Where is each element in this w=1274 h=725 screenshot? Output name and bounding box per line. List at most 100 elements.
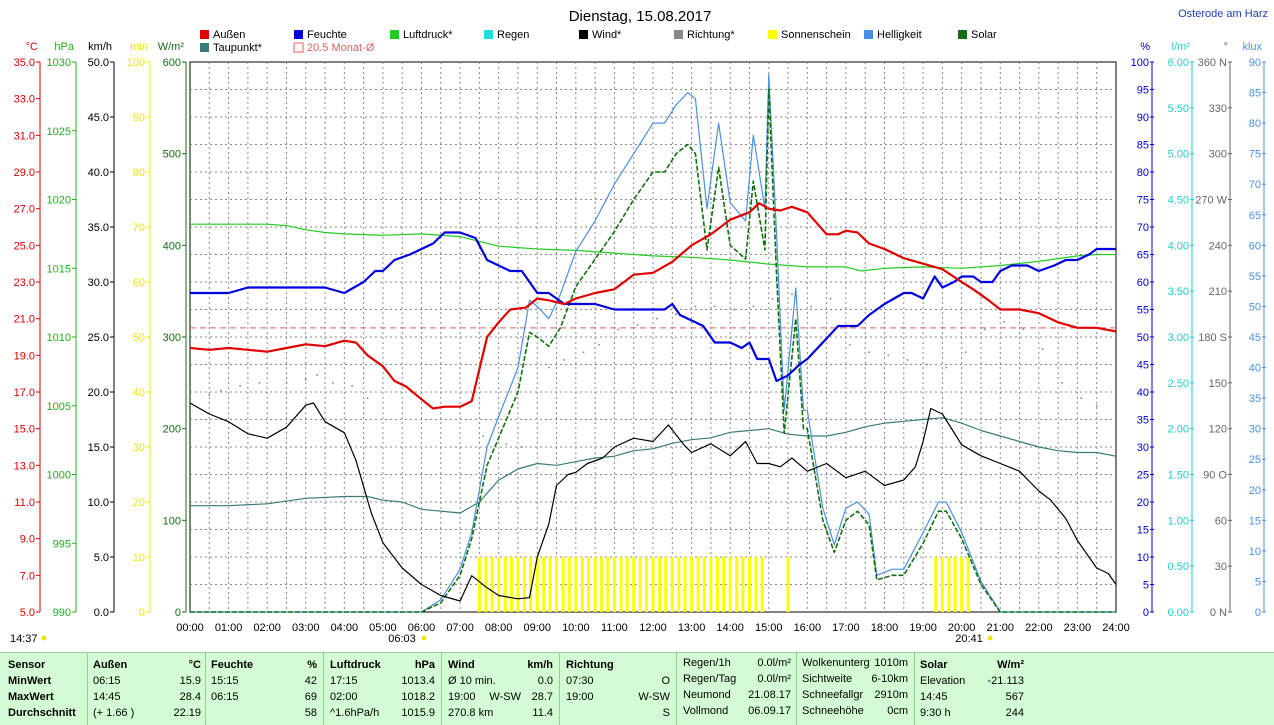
direction-point [563,359,566,361]
sunshine-bar [658,557,662,612]
stats-solar-header: Solar [920,659,948,671]
stats-value: 244 [1005,707,1024,719]
axis-tick-label: 17.0 [14,387,35,399]
axis-tick-label: 1010 [47,332,71,344]
direction-point [636,323,639,326]
direction-point [868,351,870,354]
axis-tick-label: 45.0 [88,112,109,124]
sunshine-bar [587,557,591,612]
direction-point [964,351,967,354]
stats-time: Ø 10 min. [448,675,496,687]
direction-point [656,317,658,320]
axis-tick-label: 90 [1137,112,1149,124]
axis-tick-label: 35 [1137,415,1149,427]
sunshine-bar [477,557,481,612]
location-label[interactable]: Osterode am Harz [1178,8,1268,20]
direction-dots [208,293,1098,448]
weather-chart: °C 35.0 33.0 31.0 29.0 27.0 25.0 23.0 21.0 19.0 17… [10,8,1268,645]
sunshine-bar [561,557,565,612]
sunshine-bar [709,557,713,612]
legend-swatch [293,42,304,53]
sunset-marker [987,635,993,641]
axis-tick-label: 120 [1209,424,1227,436]
direction-point [598,343,600,346]
legend-label: Richtung* [687,29,735,41]
axis-tick-label: 15 [1249,515,1261,527]
direction-point [887,354,890,357]
sunshine-bar [529,557,533,612]
direction-point [617,328,620,331]
sunshine-bar [555,557,559,612]
axis-tick-label: 85 [1249,88,1261,100]
stats-sensor-col: Sensor MinWert MaxWert Durchschnitt [8,657,83,721]
cursor-time-label: 14:37 [10,633,38,645]
axis-tick-label: 60 [1249,240,1261,252]
stats-luftdruck-col: Luftdruck hPa 17:15 1013.4 02:00 1018.2 ^1.… [330,657,435,721]
stats-value: 1018.2 [401,691,435,703]
axis-tick-label: 1.00 [1168,515,1189,527]
stats-value: 0.0l/m² [757,657,791,669]
axis-tick-label: 55 [1249,271,1261,283]
sunshine-bar [612,557,616,612]
axis-tick-label: 20 [1137,497,1149,509]
axis-unit-left: W/m² [158,41,185,53]
chart-series [189,73,1117,613]
stats-row-label: Durchschnitt [8,707,76,719]
direction-point [239,385,241,387]
axis-tick-label: 5.50 [1168,103,1189,115]
cursor-marker [41,635,47,641]
axis-tick-label: 40 [133,387,145,399]
sunshine-bar [735,557,739,612]
axis-tick-label: 75 [1249,149,1261,161]
sunshine-bar [715,557,719,612]
time-tick-label: 05:00 [369,622,397,634]
sunshine-bar [644,557,648,612]
direction-point [675,313,677,315]
axis-tick-label: 95 [1137,85,1149,97]
axis-tick-label: 995 [53,538,71,550]
axis-tick-label: 60 [133,277,145,289]
axis-tick-label: 400 [163,240,181,252]
axis-tick-label: 50 [1249,301,1261,313]
stats-time: 14:45 [93,691,121,703]
axis-tick-label: 25 [1249,454,1261,466]
axis-tick-label: 4.00 [1168,240,1189,252]
axis-tick-label: 90 O [1203,470,1227,482]
direction-point [548,366,550,369]
stats-label: Regen/1h [683,657,731,669]
sunshine-bar [580,557,584,612]
axis-tick-label: 31.0 [14,130,35,142]
axis-tick-label: 29.0 [14,167,35,179]
direction-point [582,351,585,354]
direction-point [733,308,735,311]
axis-tick-label: 13.0 [14,460,35,472]
axis-tick-label: 200 [163,424,181,436]
axis-tick-label: 50 [1137,332,1149,344]
axis-tick-label: 0 [175,607,181,619]
axis-tick-label: 30 [133,442,145,454]
stats-value: 2910m [874,689,908,701]
stats-value: 567 [1005,691,1024,703]
stats-wolken-col: Wolkenunterg 1010m Sichtweite 6-10km Schne… [802,655,908,719]
sunshine-bar [940,557,944,612]
legend-label: Sonnenschein [781,29,851,41]
sunshine-bar [523,557,527,612]
stats-feuchte-header: Feuchte [211,659,254,671]
axis-tick-label: 30 [1137,442,1149,454]
axis-unit-left: km/h [88,41,112,53]
axis-tick-label: 600 [163,57,181,69]
stats-time: 06:15 [211,691,239,703]
sunshine-bar [606,557,610,612]
legend-item: Taupunkt* [200,42,263,54]
axis-tick-label: 100 [127,57,145,69]
stats-aussen-header: Außen [93,659,128,671]
sunrise-label: 06:03 [388,633,416,645]
stats-sensor-header: Sensor [8,659,46,671]
axis-tick-label: 10 [133,552,145,564]
axis-tick-label: 0 [139,607,145,619]
stats-value: 0.0l/m² [757,673,791,685]
axis-tick-label: 240 [1209,240,1227,252]
stats-note: (+ 1.66 ) [93,707,135,719]
stats-label: Elevation [920,675,966,687]
axis-tick-label: 15 [1137,525,1149,537]
